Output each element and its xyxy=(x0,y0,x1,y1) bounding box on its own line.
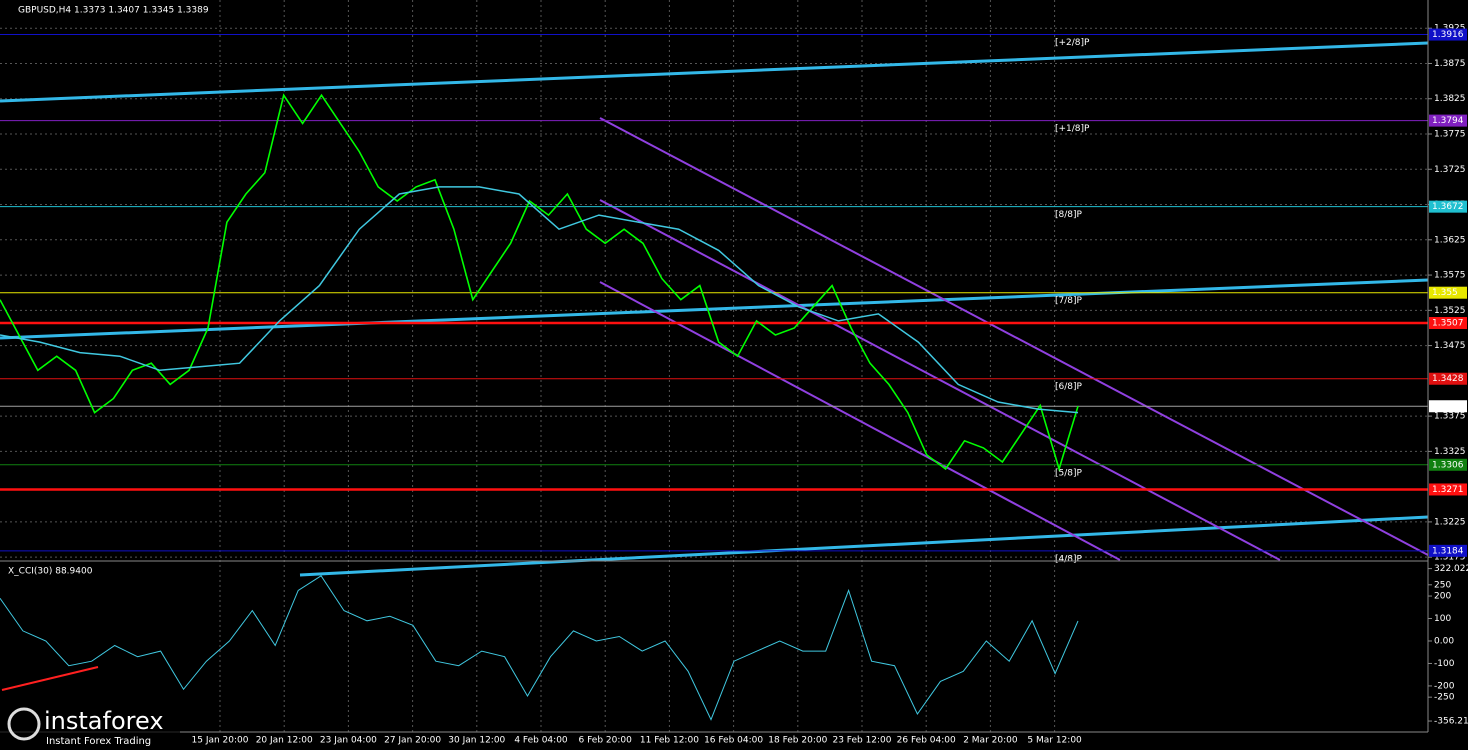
x-tick-label: 23 Feb 12:00 xyxy=(832,736,891,746)
y-tick-label: 1.3625 xyxy=(1434,235,1466,245)
level-value: 1.355 xyxy=(1432,288,1458,298)
level-value: 1.3794 xyxy=(1432,116,1464,126)
level-box xyxy=(1429,483,1467,496)
y-tick-label: 0.00 xyxy=(1434,636,1454,646)
watermark-logo xyxy=(7,707,41,741)
level-box xyxy=(1429,286,1467,299)
indicator-title: X_CCI(30) 88.9400 xyxy=(8,567,93,577)
cci-trend xyxy=(1,666,99,691)
chart-title: GBPUSD,H4 1.3373 1.3407 1.3345 1.3389 xyxy=(18,6,209,16)
level-value: 1.3271 xyxy=(1432,485,1464,495)
y-tick-label: -356.214 xyxy=(1434,717,1468,727)
y-tick-label: 322.0224 xyxy=(1434,564,1468,574)
level-label: [8/8]P xyxy=(1055,210,1083,220)
y-tick-label: 1.3175 xyxy=(1434,553,1466,563)
y-tick-label: -100 xyxy=(1434,659,1455,669)
trend-line xyxy=(0,278,1429,340)
level-box xyxy=(1429,458,1467,471)
level-label: [+1/8]P xyxy=(1055,124,1090,134)
x-tick-label: 6 Feb 20:00 xyxy=(579,736,633,746)
x-tick-label: 15 Jan 20:00 xyxy=(192,736,249,746)
y-tick-label: -250 xyxy=(1434,693,1455,703)
y-tick-label: 250 xyxy=(1434,580,1451,590)
trend-line xyxy=(0,41,1429,103)
level-box xyxy=(1429,200,1467,213)
y-tick-label: 200 xyxy=(1434,592,1451,602)
trend-line xyxy=(299,515,1429,577)
level-box xyxy=(1429,28,1467,41)
x-tick-label: 23 Jan 04:00 xyxy=(320,736,377,746)
x-tick-label: 2 Mar 20:00 xyxy=(963,736,1018,746)
x-tick-label: 30 Jan 12:00 xyxy=(448,736,505,746)
moving-average xyxy=(0,186,1079,414)
channel-line xyxy=(599,281,1121,561)
x-tick-label: 5 Mar 12:00 xyxy=(1027,736,1082,746)
level-label: [4/8]P xyxy=(1055,554,1083,564)
level-box xyxy=(1429,544,1467,557)
x-tick-label: 20 Jan 12:00 xyxy=(256,736,313,746)
level-value: 1.3306 xyxy=(1432,460,1464,470)
y-tick-label: 1.3575 xyxy=(1434,271,1466,281)
axis: 1.39251.38751.38251.37751.37251.36751.36… xyxy=(192,24,1468,746)
level-value: 1.3428 xyxy=(1432,374,1464,384)
level-box xyxy=(1429,114,1467,127)
level-label: [+2/8]P xyxy=(1055,38,1090,48)
watermark-brand: instaforex xyxy=(44,707,164,735)
y-tick-label: 1.3525 xyxy=(1434,306,1466,316)
cci-line xyxy=(0,575,1079,721)
y-tick-label: 1.3325 xyxy=(1434,447,1466,457)
y-tick-label: 1.3375 xyxy=(1434,412,1466,422)
level-label: [7/8]P xyxy=(1055,296,1083,306)
x-tick-label: 4 Feb 04:00 xyxy=(514,736,568,746)
y-tick-label: 1.3725 xyxy=(1434,165,1466,175)
channel-line xyxy=(599,117,1429,556)
y-tick-label: 1.3475 xyxy=(1434,341,1466,351)
grid xyxy=(0,0,1428,732)
level-label: [6/8]P xyxy=(1055,382,1083,392)
level-value: 1.3507 xyxy=(1432,319,1464,329)
y-tick-label: -200 xyxy=(1434,681,1455,691)
level-value: 1.3916 xyxy=(1432,30,1464,40)
price-line xyxy=(0,93,1079,472)
level-value: 1.3184 xyxy=(1432,546,1464,556)
watermark-tagline: Instant Forex Trading xyxy=(46,736,151,747)
level-label: [5/8]P xyxy=(1055,468,1083,478)
channel-line xyxy=(599,199,1281,561)
x-tick-label: 18 Feb 20:00 xyxy=(768,736,827,746)
x-tick-label: 11 Feb 12:00 xyxy=(640,736,699,746)
y-tick-label: 1.3825 xyxy=(1434,94,1466,104)
x-tick-label: 27 Jan 20:00 xyxy=(384,736,441,746)
y-tick-label: 1.3775 xyxy=(1434,130,1466,140)
level-box xyxy=(1429,372,1467,385)
y-tick-label: 1.3875 xyxy=(1434,59,1466,69)
x-tick-label: 16 Feb 04:00 xyxy=(704,736,763,746)
level-value: 1.3672 xyxy=(1432,202,1464,212)
level-box xyxy=(1429,317,1467,330)
plot xyxy=(0,93,1079,721)
level-box xyxy=(1429,400,1467,413)
y-tick-label: 100 xyxy=(1434,614,1451,624)
x-tick-label: 26 Feb 04:00 xyxy=(897,736,956,746)
level-value: 1.3389 xyxy=(1432,402,1464,412)
y-tick-label: 1.3225 xyxy=(1434,517,1466,527)
